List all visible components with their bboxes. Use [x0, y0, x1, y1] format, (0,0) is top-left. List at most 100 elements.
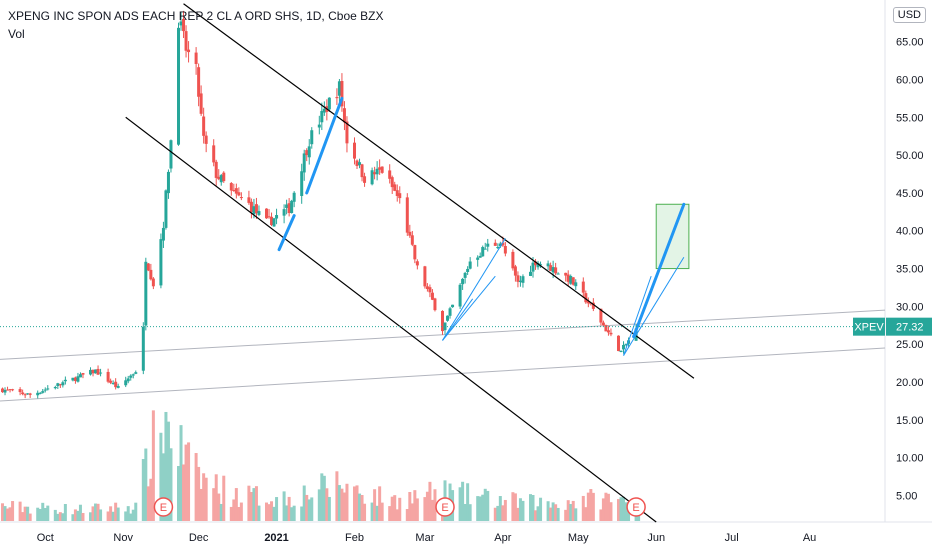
volume-bar	[290, 507, 294, 521]
volume-bar	[6, 508, 10, 521]
earnings-marker	[153, 497, 174, 517]
volume-bar	[518, 498, 522, 521]
last-price-label: 27.32	[896, 322, 924, 334]
y-tick-label: 30.00	[896, 301, 924, 313]
symbol-title: XPENG INC SPON ADS EACH REP 2 CL A ORD S…	[8, 9, 384, 23]
volume-bar	[275, 497, 279, 521]
volume-bar	[569, 504, 573, 521]
candle-body	[370, 170, 374, 185]
currency-button[interactable]: USD	[892, 7, 926, 23]
volume-bar	[38, 508, 42, 521]
candle-body	[217, 176, 221, 180]
volume-bar	[58, 512, 62, 521]
candle-body	[56, 383, 60, 387]
volume-bar	[222, 475, 226, 521]
candle-body	[395, 190, 399, 196]
volume-bar	[413, 490, 417, 521]
candle-body	[468, 261, 472, 269]
candle-body	[345, 121, 349, 144]
candle-body	[53, 387, 57, 389]
candle-body	[99, 372, 103, 374]
volume-bar	[43, 507, 47, 521]
candle-body	[408, 231, 412, 236]
volume-bar	[214, 474, 218, 521]
volume-bar	[161, 453, 165, 521]
candle-body	[144, 261, 148, 326]
candle-body	[187, 49, 191, 53]
candle-body	[43, 389, 47, 391]
x-tick-label: Feb	[345, 532, 364, 544]
candle-body	[428, 287, 432, 293]
pattern-line-thick	[305, 96, 344, 195]
candle-body	[448, 308, 452, 316]
volume-bar	[466, 483, 470, 521]
candle-body	[569, 276, 573, 284]
volume-bar	[599, 509, 603, 521]
candle-body	[214, 161, 218, 178]
x-tick-label: 2021	[264, 532, 288, 544]
volume-bar	[606, 493, 610, 521]
channel-line-lower	[125, 116, 657, 523]
candle-body	[551, 267, 555, 273]
candle-body	[3, 389, 7, 393]
candle-body	[11, 389, 15, 391]
volume-bar	[486, 490, 490, 521]
candle-body	[151, 278, 155, 287]
volume-bar	[536, 506, 540, 521]
volume-bar	[56, 513, 60, 521]
candle-body	[58, 384, 62, 386]
y-tick-label: 25.00	[896, 339, 924, 351]
volume-bar	[194, 453, 198, 521]
candle-body	[503, 246, 507, 254]
candle-body	[358, 162, 362, 166]
candle-body	[601, 322, 605, 326]
volume-bar	[360, 495, 364, 521]
candle-body	[41, 391, 45, 393]
volume-bar	[169, 448, 173, 521]
volume-bar	[61, 513, 65, 521]
volume-bar	[380, 502, 384, 521]
symbol-label: XPEV	[854, 322, 884, 334]
candle-body	[270, 216, 274, 225]
x-tick-label: Au	[803, 532, 816, 544]
candle-body	[531, 262, 535, 272]
candle-body	[179, 21, 183, 26]
earnings-marker	[626, 497, 646, 517]
candle-body	[425, 286, 429, 290]
pattern-line-thin	[442, 275, 496, 341]
candle-body	[197, 67, 201, 97]
volume-bar	[292, 505, 296, 521]
candle-body	[616, 335, 620, 352]
volume-bar	[528, 494, 532, 521]
candle-body	[624, 343, 628, 345]
candle-body	[423, 266, 427, 287]
volume-bar	[229, 506, 233, 521]
volume-bar	[481, 494, 485, 521]
volume-bar	[212, 488, 216, 521]
candle-body	[360, 164, 364, 178]
volume-bar	[461, 481, 465, 521]
support-line-lower	[0, 347, 886, 402]
volume-bar	[604, 492, 608, 521]
y-tick-label: 60.00	[896, 74, 924, 86]
candle-body	[516, 275, 520, 282]
candle-body	[380, 166, 384, 173]
volume-bar	[428, 481, 432, 521]
pattern-line-thin	[442, 298, 474, 341]
volume-bar	[370, 502, 374, 521]
y-tick-label: 5.00	[896, 491, 917, 503]
volume-bar	[335, 471, 339, 521]
volume-bar	[398, 497, 402, 521]
volume-bar	[3, 506, 7, 521]
candle-body	[501, 242, 505, 246]
volume-bar	[493, 507, 497, 521]
volume-bar	[478, 496, 482, 521]
candle-body	[106, 371, 110, 382]
candle-body	[91, 369, 95, 374]
volume-bar	[307, 499, 311, 521]
candle-body	[267, 216, 271, 218]
candle-body	[199, 93, 203, 114]
candle-body	[237, 192, 241, 196]
volume-bar	[483, 488, 487, 521]
